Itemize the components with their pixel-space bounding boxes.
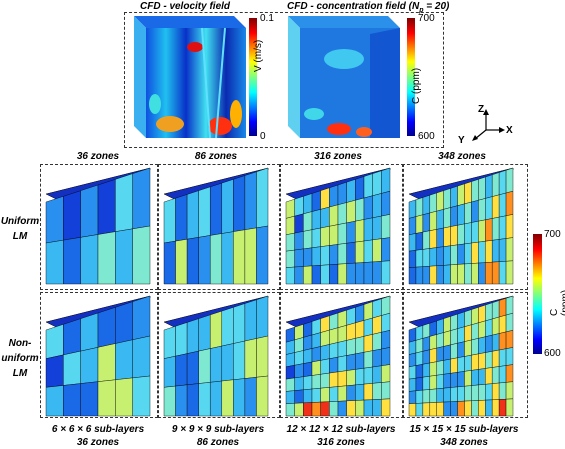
lm-box bbox=[285, 295, 391, 417]
bottom-zones-348: 348 zones bbox=[440, 437, 488, 448]
row-label-uniform: Uniform LM bbox=[0, 216, 40, 242]
bottom-zones-36: 36 zones bbox=[76, 437, 120, 448]
row-label-nonuniform: Non-uniform LM bbox=[1, 338, 39, 379]
lm-panel-frame bbox=[402, 292, 528, 418]
axis-z-label: Z bbox=[478, 104, 485, 115]
velocity-colorbar bbox=[249, 18, 257, 136]
lm-box bbox=[45, 167, 151, 285]
sublayer-label-6: 6 × 6 × 6 sub-layers bbox=[51, 424, 145, 435]
bottom-zones-316: 316 zones bbox=[317, 437, 365, 448]
lm-panel-frame bbox=[280, 164, 404, 290]
lm-box bbox=[285, 167, 391, 285]
axis-x-label: X bbox=[506, 125, 513, 136]
lm-panel-frame bbox=[158, 292, 280, 418]
cfd-velocity-box bbox=[134, 16, 246, 139]
lm-panel-frame bbox=[40, 164, 158, 290]
sublayer-label-12: 12 × 12 × 12 sub-layers bbox=[286, 424, 396, 435]
concentration-max: 700 bbox=[418, 13, 435, 24]
lm-colorbar bbox=[533, 234, 542, 354]
lm-box bbox=[163, 295, 269, 417]
velocity-title: CFD - velocity field bbox=[140, 1, 231, 12]
velocity-max: 0.1 bbox=[260, 13, 274, 24]
lm-panel-frame bbox=[158, 164, 280, 290]
lm-colorbar-max: 700 bbox=[544, 229, 561, 240]
lm-panel-frame bbox=[40, 292, 158, 418]
lm-box bbox=[45, 295, 151, 417]
axes-triad bbox=[472, 109, 505, 141]
lm-box bbox=[163, 167, 269, 285]
bottom-zones-86: 86 zones bbox=[196, 437, 240, 448]
axis-y-label: Y bbox=[458, 135, 465, 146]
lm-colorbar-min: 600 bbox=[544, 348, 561, 359]
column-header-348: 348 zones bbox=[438, 151, 486, 162]
column-header-316: 316 zones bbox=[314, 151, 362, 162]
lm-colorbar-label: C (ppm) bbox=[549, 289, 565, 316]
lm-box bbox=[408, 295, 514, 417]
velocity-min: 0 bbox=[260, 131, 266, 142]
concentration-colorbar bbox=[407, 18, 415, 136]
lm-panel-frame bbox=[280, 292, 404, 418]
concentration-title: CFD - concentration field (Np = 20) bbox=[287, 1, 450, 14]
cfd-concentration-box bbox=[288, 16, 400, 138]
sublayer-label-15: 15 × 15 × 15 sub-layers bbox=[409, 424, 519, 435]
lm-box bbox=[408, 167, 514, 285]
concentration-min: 600 bbox=[418, 131, 435, 142]
sublayer-label-9: 9 × 9 × 9 sub-layers bbox=[171, 424, 265, 435]
column-header-86: 86 zones bbox=[194, 151, 238, 162]
lm-panel-frame bbox=[402, 164, 528, 290]
column-header-36: 36 zones bbox=[76, 151, 120, 162]
cfd-frame bbox=[124, 12, 444, 148]
